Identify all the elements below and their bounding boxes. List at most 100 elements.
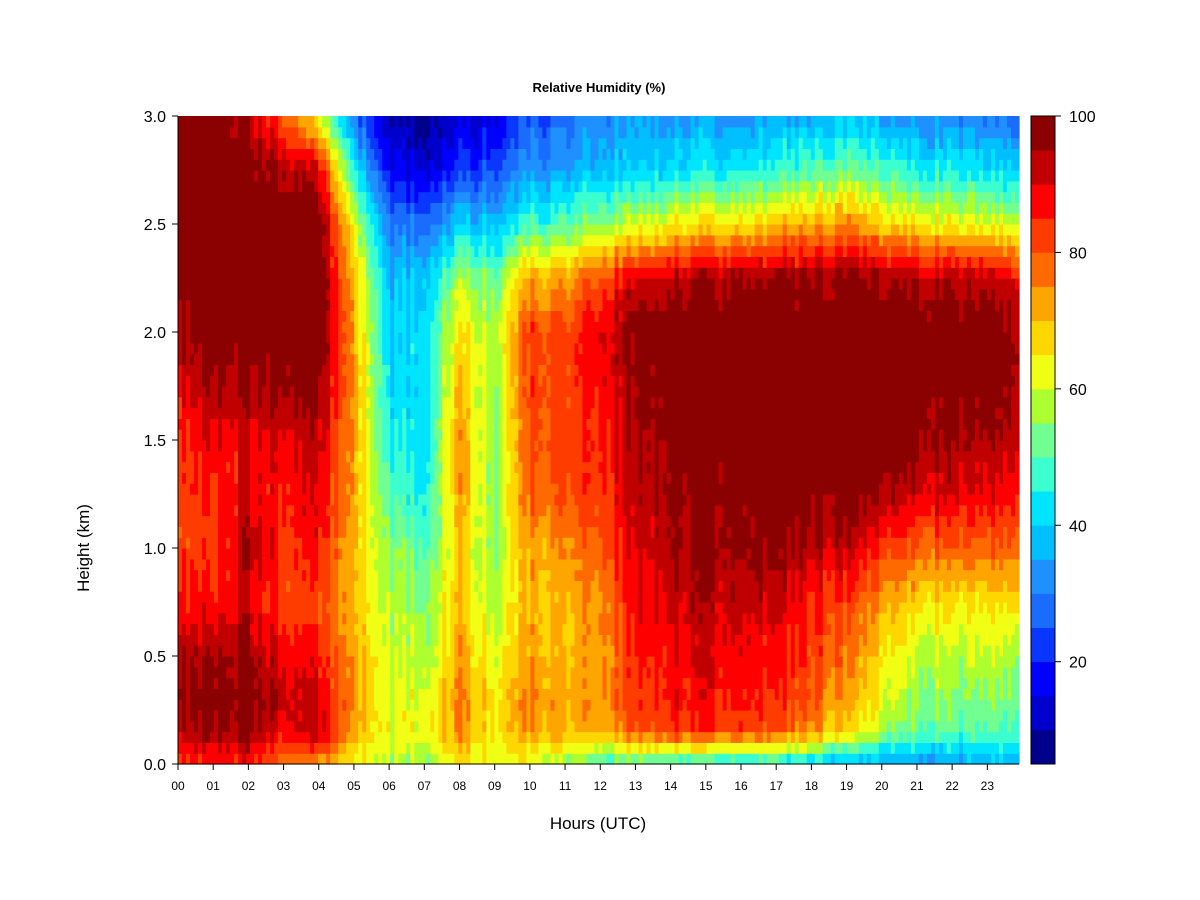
heatmap-cell bbox=[254, 148, 259, 160]
heatmap-cell bbox=[386, 256, 391, 268]
heatmap-cell bbox=[318, 548, 323, 560]
heatmap-cell bbox=[346, 191, 351, 203]
heatmap-cell bbox=[238, 116, 243, 128]
heatmap-cell bbox=[450, 720, 455, 733]
heatmap-cell bbox=[490, 504, 495, 517]
heatmap-cell bbox=[214, 375, 219, 387]
heatmap-cell bbox=[242, 310, 247, 322]
heatmap-cell bbox=[486, 267, 491, 279]
heatmap-cell bbox=[478, 569, 483, 581]
heatmap-cell bbox=[322, 537, 327, 549]
heatmap-cell bbox=[178, 245, 183, 257]
heatmap-cell bbox=[494, 720, 499, 733]
heatmap-cell bbox=[426, 234, 431, 247]
heatmap-cell bbox=[214, 137, 219, 149]
heatmap-cell bbox=[450, 472, 455, 484]
heatmap-cell bbox=[278, 461, 283, 473]
heatmap-cell bbox=[218, 677, 223, 689]
heatmap-cell bbox=[266, 159, 271, 171]
heatmap-cell bbox=[282, 213, 287, 225]
heatmap-cell bbox=[366, 299, 371, 311]
heatmap-cell bbox=[438, 278, 443, 290]
heatmap-cell bbox=[210, 321, 215, 333]
heatmap-cell bbox=[242, 396, 247, 409]
heatmap-cell bbox=[262, 472, 267, 484]
heatmap-cell bbox=[262, 364, 267, 376]
heatmap-cell bbox=[434, 407, 439, 419]
heatmap-cell bbox=[402, 396, 407, 409]
heatmap-cell bbox=[294, 591, 299, 603]
heatmap-cell bbox=[258, 504, 263, 517]
heatmap-cell bbox=[218, 396, 223, 409]
heatmap-cell bbox=[366, 310, 371, 322]
heatmap-cell bbox=[270, 116, 275, 128]
heatmap-cell bbox=[466, 256, 471, 268]
heatmap-cell bbox=[202, 321, 207, 333]
heatmap-cell bbox=[414, 342, 419, 355]
heatmap-cell bbox=[430, 332, 435, 344]
heatmap-cell bbox=[470, 656, 475, 668]
heatmap-cell bbox=[254, 742, 259, 754]
heatmap-cell bbox=[506, 580, 511, 592]
heatmap-cell bbox=[334, 170, 339, 182]
heatmap-cell bbox=[414, 526, 419, 538]
heatmap-cell bbox=[486, 224, 491, 236]
heatmap-cell bbox=[458, 494, 463, 506]
heatmap-cell bbox=[298, 116, 303, 128]
heatmap-cell bbox=[286, 699, 291, 711]
heatmap-cell bbox=[398, 591, 403, 603]
heatmap-cell bbox=[442, 180, 447, 193]
heatmap-cell bbox=[502, 224, 507, 236]
heatmap-cell bbox=[410, 213, 415, 225]
heatmap-cell bbox=[306, 450, 311, 463]
heatmap-cell bbox=[282, 699, 287, 711]
heatmap-cell bbox=[330, 504, 335, 517]
heatmap-cell bbox=[386, 407, 391, 419]
heatmap-cell bbox=[314, 386, 319, 398]
heatmap-cell bbox=[430, 699, 435, 711]
heatmap-cell bbox=[430, 494, 435, 506]
heatmap-cell bbox=[314, 116, 319, 128]
heatmap-cell bbox=[418, 602, 423, 614]
heatmap-cell bbox=[390, 548, 395, 560]
heatmap-cell bbox=[474, 710, 479, 722]
heatmap-cell bbox=[314, 526, 319, 538]
heatmap-cell bbox=[238, 256, 243, 268]
heatmap-cell bbox=[446, 342, 451, 355]
heatmap-cell bbox=[374, 526, 379, 538]
heatmap-cell bbox=[190, 299, 195, 311]
heatmap-cell bbox=[350, 245, 355, 257]
heatmap-cell bbox=[362, 710, 367, 722]
heatmap-cell bbox=[490, 321, 495, 333]
heatmap-cell bbox=[498, 504, 503, 517]
heatmap-cell bbox=[258, 623, 263, 635]
heatmap-cell bbox=[210, 666, 215, 679]
heatmap-cell bbox=[398, 645, 403, 657]
heatmap-cell bbox=[226, 310, 231, 322]
heatmap-cell bbox=[354, 299, 359, 311]
heatmap-cell bbox=[346, 537, 351, 549]
heatmap-cell bbox=[398, 623, 403, 635]
heatmap-cell bbox=[506, 731, 511, 743]
heatmap-cell bbox=[342, 591, 347, 603]
heatmap-cell bbox=[462, 364, 467, 376]
heatmap-cell bbox=[298, 688, 303, 700]
heatmap-cell bbox=[318, 353, 323, 365]
heatmap-cell bbox=[334, 645, 339, 657]
heatmap-cell bbox=[238, 483, 243, 495]
heatmap-cell bbox=[294, 159, 299, 171]
heatmap-cell bbox=[222, 148, 227, 160]
heatmap-cell bbox=[474, 180, 479, 193]
heatmap-cell bbox=[294, 148, 299, 160]
heatmap-cell bbox=[298, 396, 303, 409]
heatmap-cell bbox=[222, 418, 227, 430]
heatmap-cell bbox=[386, 623, 391, 635]
heatmap-cell bbox=[350, 440, 355, 452]
heatmap-cell bbox=[346, 418, 351, 430]
heatmap-cell bbox=[482, 537, 487, 549]
heatmap-cell bbox=[498, 278, 503, 290]
heatmap-cell bbox=[438, 224, 443, 236]
heatmap-cell bbox=[482, 364, 487, 376]
heatmap-cell bbox=[190, 699, 195, 711]
heatmap-cell bbox=[298, 645, 303, 657]
